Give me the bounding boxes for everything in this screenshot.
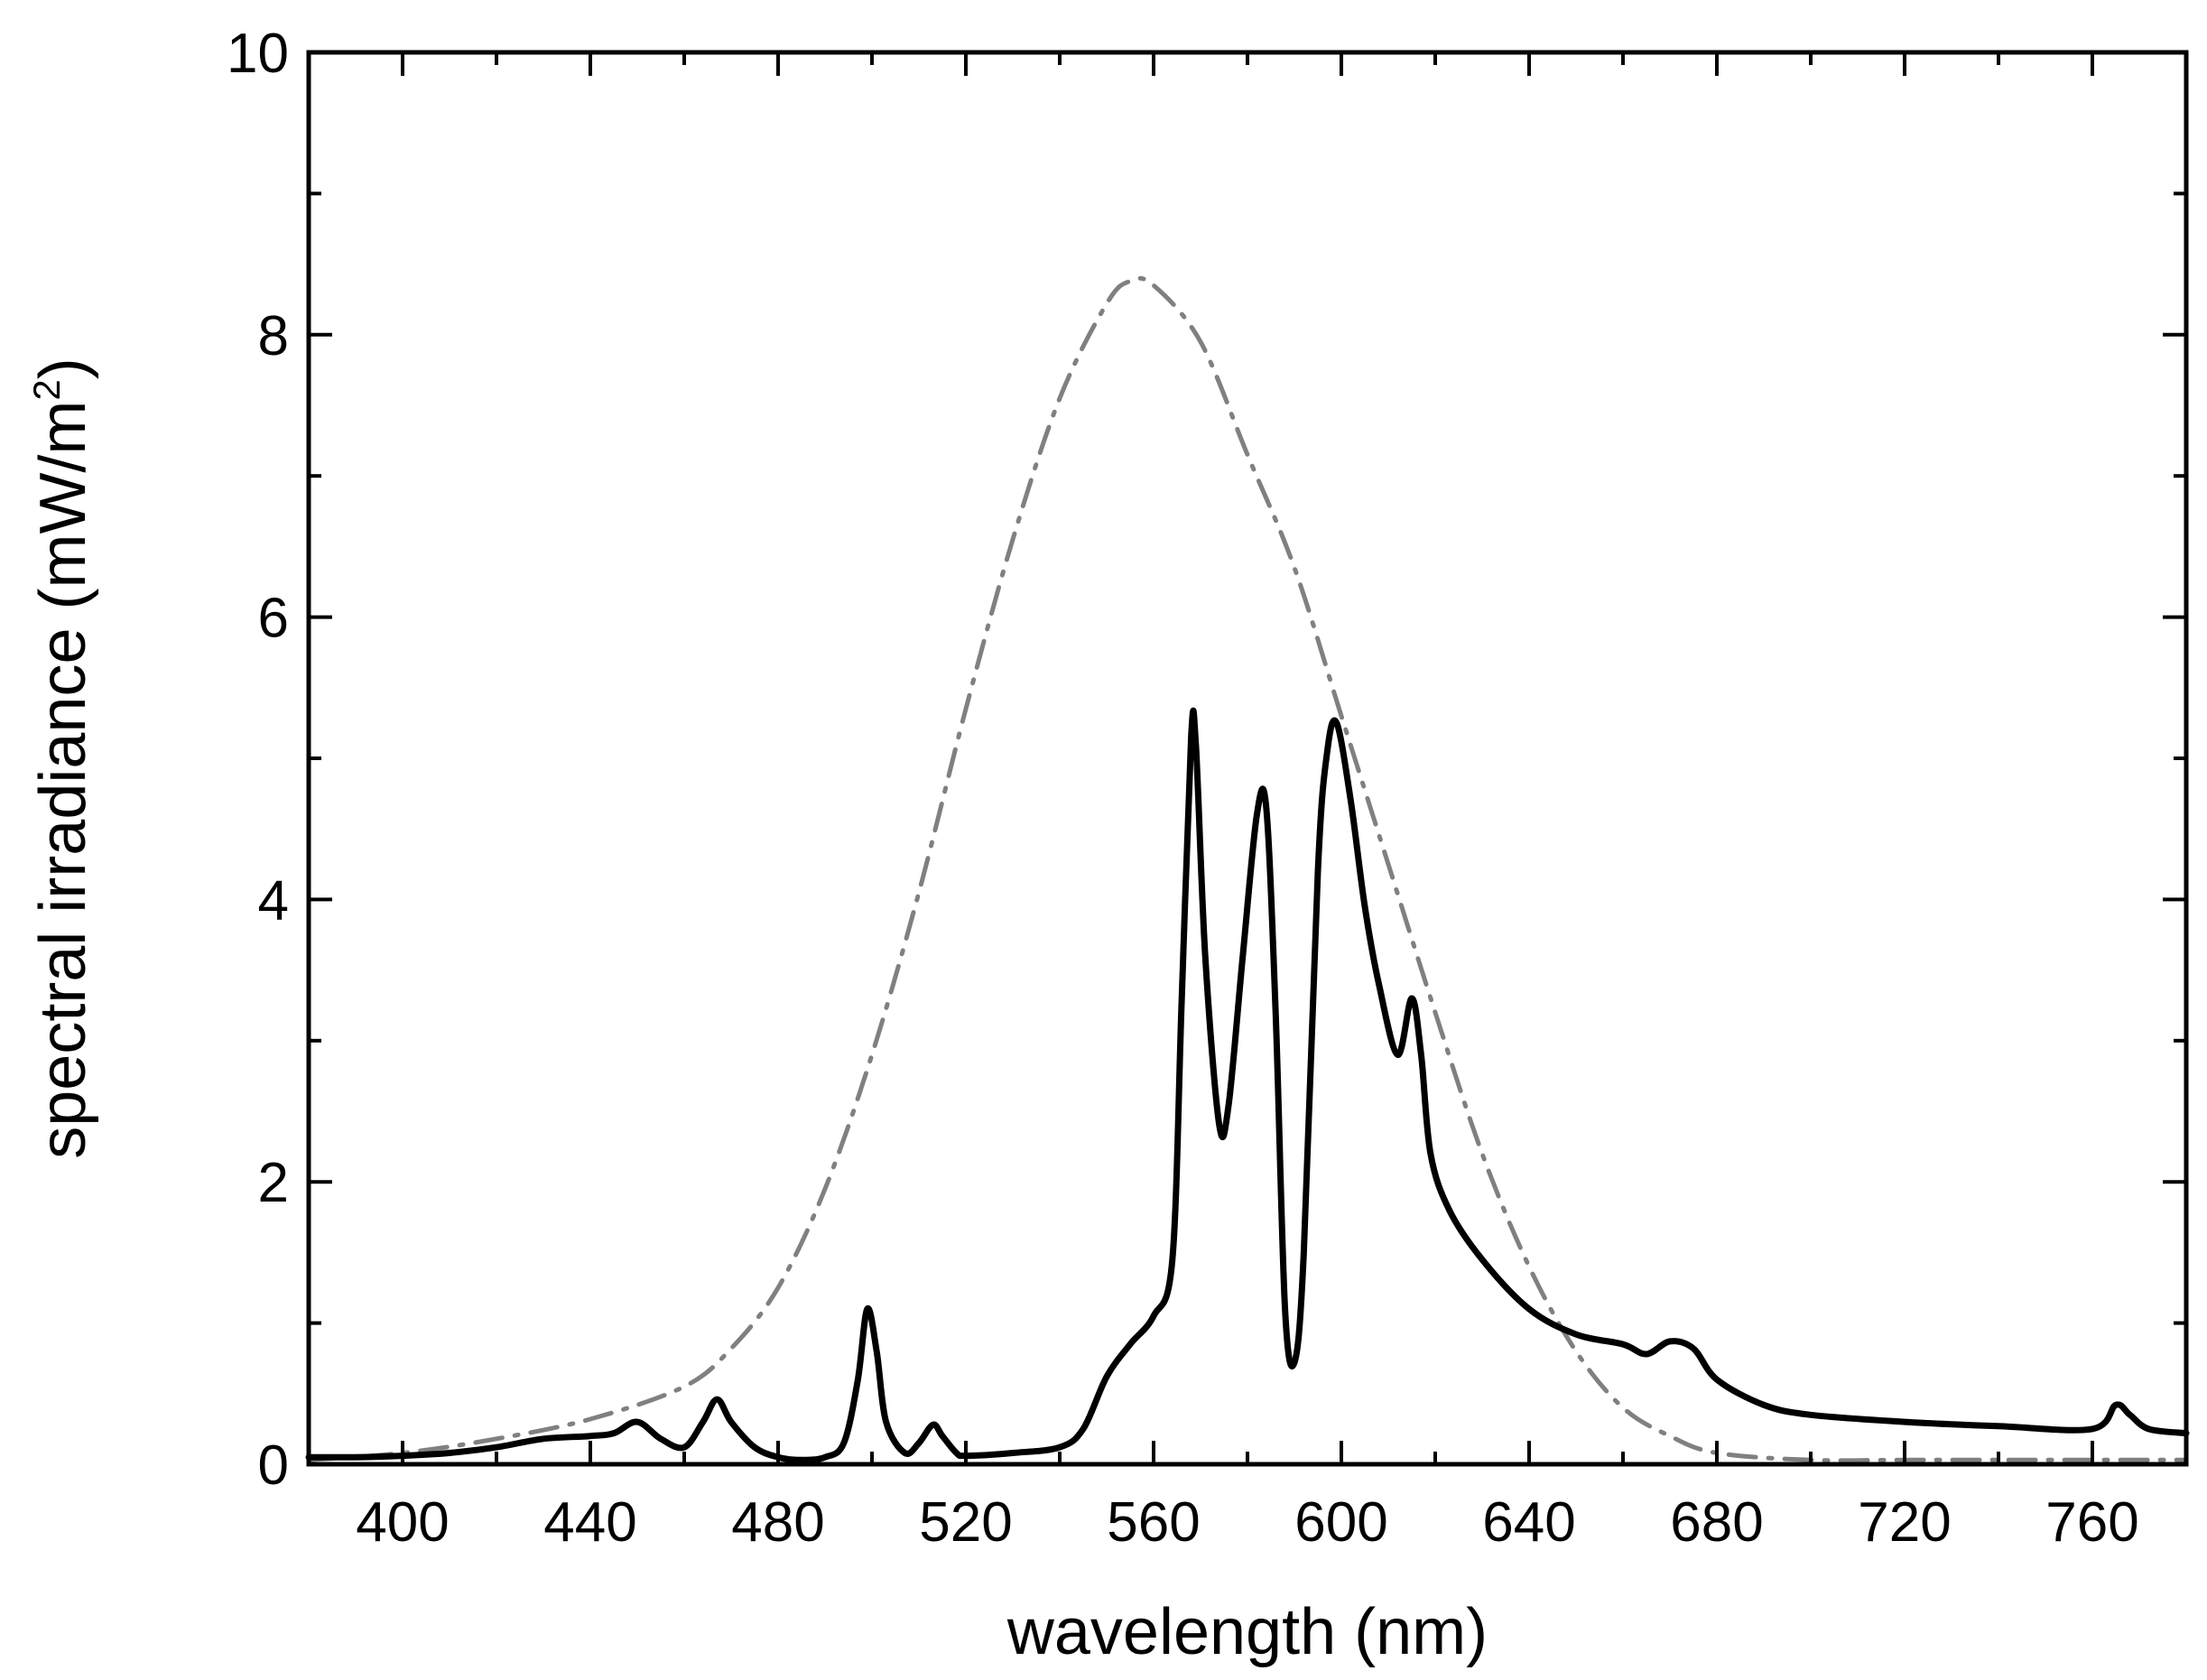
series-layer: [305, 275, 2190, 1463]
y-axis-title: spectral irradiance (mW/m2): [25, 357, 99, 1159]
y-tick-label: 8: [258, 305, 289, 367]
x-tick-label: 400: [356, 1491, 449, 1554]
tick-layer: 400 440 480 520 560 600 640 680 720 760 0 2 4 6 8 10: [227, 23, 2188, 1554]
plot-frame: [306, 50, 2189, 1467]
x-tick-label: 560: [1107, 1491, 1200, 1554]
y-tick-label: 6: [258, 588, 289, 650]
y-tick-label: 10: [227, 23, 289, 85]
x-tick-label: 640: [1482, 1491, 1575, 1554]
y-axis-title-sup: 2: [25, 379, 68, 400]
reference-line: [306, 275, 2189, 1463]
y-tick-label: 2: [258, 1152, 289, 1214]
x-tick-label: 480: [731, 1491, 824, 1554]
y-tick-label: 0: [258, 1434, 289, 1497]
x-tick-label: 440: [543, 1491, 636, 1554]
x-tick-label: 760: [2045, 1491, 2138, 1554]
y-tick-label: 4: [258, 869, 289, 932]
y-axis-title-main: spectral irradiance (mW/m: [27, 401, 99, 1159]
x-axis-title: wavelength (nm): [1006, 1596, 1488, 1668]
x-tick-label: 720: [1858, 1491, 1951, 1554]
y-axis-title-close: ): [27, 357, 99, 379]
x-tick-label: 600: [1294, 1491, 1387, 1554]
spectrum-line: [305, 707, 2190, 1463]
x-tick-label: 520: [919, 1491, 1012, 1554]
x-tick-label: 680: [1670, 1491, 1763, 1554]
